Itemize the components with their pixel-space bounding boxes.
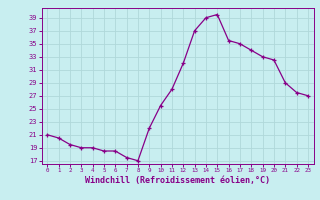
X-axis label: Windchill (Refroidissement éolien,°C): Windchill (Refroidissement éolien,°C) <box>85 176 270 185</box>
